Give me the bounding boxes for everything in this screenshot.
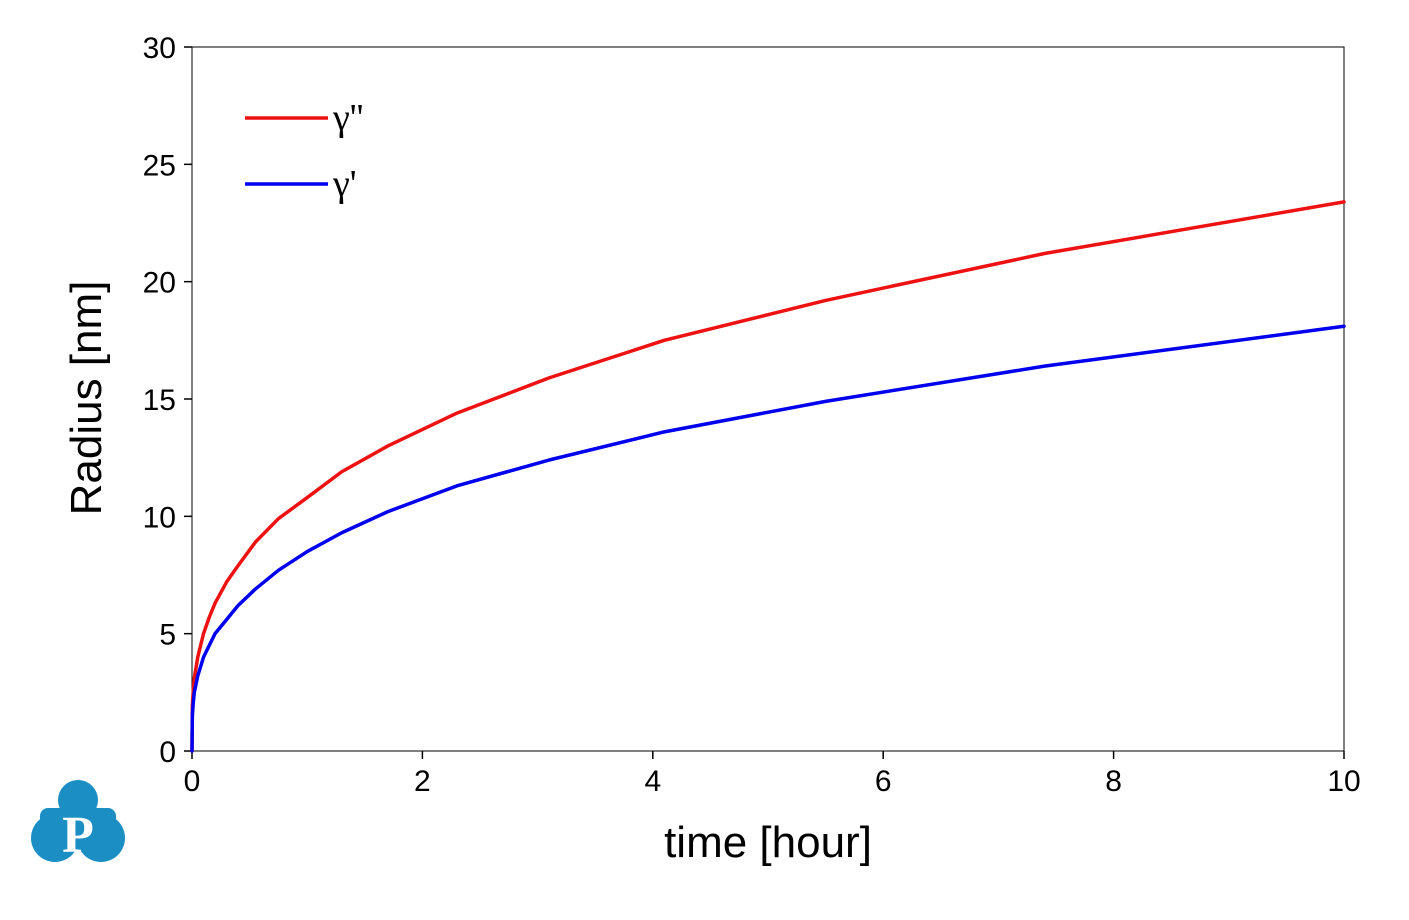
logo-letter: P <box>62 807 94 864</box>
x-tick-label: 8 <box>1105 765 1122 798</box>
plot-area: 0 2 4 6 8 10 0 5 10 15 20 25 30 <box>143 32 1361 798</box>
y-tick-label: 25 <box>143 149 176 182</box>
y-tick-label: 0 <box>159 736 176 769</box>
x-tick-label: 4 <box>644 765 661 798</box>
y-tick-label: 20 <box>143 267 176 300</box>
y-axis-title: Radius [nm] <box>62 281 111 516</box>
y-tick-label: 10 <box>143 501 176 534</box>
legend: γ'' γ' <box>245 97 364 205</box>
y-tick-label: 30 <box>143 32 176 65</box>
logo-icon: P <box>31 780 125 864</box>
y-tick-label: 5 <box>159 619 176 652</box>
legend-label: γ'' <box>332 97 364 139</box>
series-line-1 <box>190 200 1346 753</box>
x-tick-label: 10 <box>1327 765 1360 798</box>
logo-cloud-shape <box>31 780 125 862</box>
legend-label: γ' <box>332 163 357 205</box>
x-tick-label: 2 <box>414 765 431 798</box>
plot-frame <box>191 46 1345 752</box>
x-tick-label: 0 <box>184 765 201 798</box>
y-tick-label: 15 <box>143 384 176 417</box>
x-axis-title: time [hour] <box>664 818 872 867</box>
x-tick-label: 6 <box>875 765 892 798</box>
series-line-2 <box>190 324 1346 753</box>
